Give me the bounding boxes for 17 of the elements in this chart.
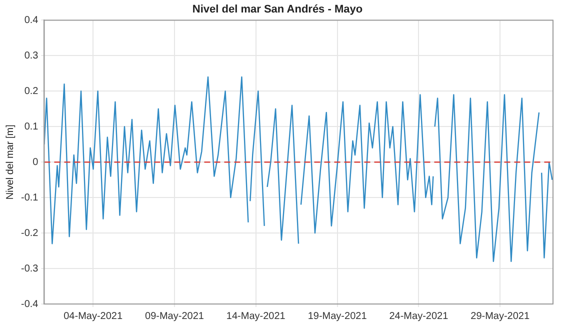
y-tick-label: 0.1	[24, 121, 39, 132]
x-tick-label: 24-May-2021	[389, 310, 449, 322]
y-tick-label: 0.4	[24, 14, 39, 26]
y-tick-label: -0.4	[20, 298, 39, 310]
y-axis-title: Nivel del mar [m]	[4, 124, 16, 200]
y-tick-label: -0.3	[20, 263, 39, 274]
chart-title: Nivel del mar San Andrés - Mayo	[192, 4, 363, 16]
y-tick-label: -0.2	[20, 228, 39, 239]
y-tick-label: 0.3	[24, 50, 39, 62]
x-tick-label: 09-May-2021	[145, 310, 204, 322]
x-tick-label: 19-May-2021	[308, 310, 368, 322]
x-tick-label: 04-May-2021	[64, 310, 123, 322]
y-tick-label: 0.2	[24, 86, 39, 97]
y-tick-label: 0	[32, 156, 39, 168]
y-tick-label: -0.1	[20, 192, 39, 204]
x-tick-label: 14-May-2021	[226, 310, 286, 322]
x-tick-label: 29-May-2021	[470, 310, 530, 322]
